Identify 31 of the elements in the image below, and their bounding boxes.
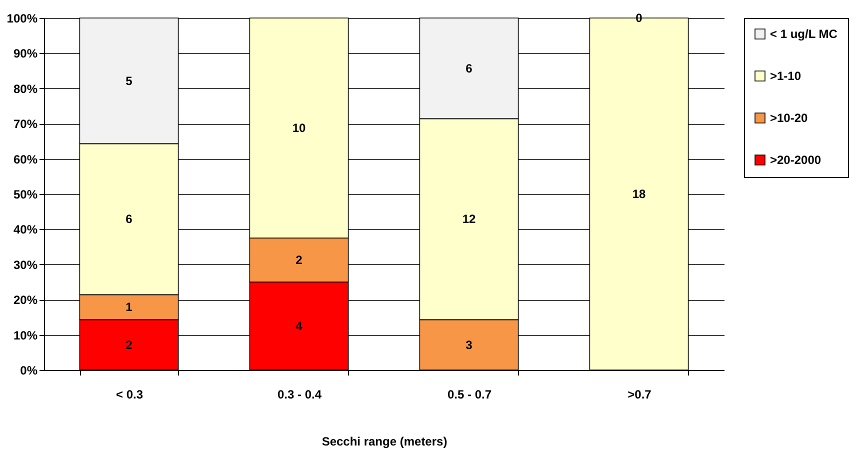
y-tick-label: 30% (13, 258, 38, 272)
y-tick-label: 50% (13, 188, 38, 202)
y-tick-label: 60% (13, 152, 38, 166)
annotation: 4 (296, 319, 303, 333)
legend-label: >20-2000 (770, 153, 822, 167)
x-tick-label: >0.7 (628, 388, 652, 402)
annotation: 10 (292, 121, 306, 135)
y-tick-label: 40% (13, 222, 38, 237)
annotation: 3 (466, 338, 473, 352)
annotation: 12 (462, 212, 476, 226)
legend-label: >1-10 (770, 69, 802, 83)
x-tick-label: 0.5 - 0.7 (447, 388, 492, 402)
annotation: 6 (126, 212, 133, 226)
y-tick-label: 90% (13, 46, 38, 61)
x-tick-label: 0.3 - 0.4 (277, 388, 322, 402)
annotation: 1 (126, 300, 133, 314)
x-tick-label: < 0.3 (116, 388, 144, 402)
legend-label: < 1 ug/L MC (770, 27, 838, 41)
annotation: 6 (466, 61, 473, 76)
y-tick-label: 0% (20, 364, 38, 378)
annotation: 2 (126, 338, 133, 352)
annotation: 5 (126, 74, 133, 88)
y-tick-label: 100% (6, 12, 38, 26)
annotation: 18 (632, 187, 646, 201)
y-tick-label: 70% (13, 117, 38, 132)
annotation: 2 (296, 253, 303, 267)
x-axis-title: Secchi range (meters) (322, 434, 448, 448)
y-tick-label: 10% (13, 328, 38, 342)
legend-label: >10-20 (770, 111, 808, 125)
y-tick-label: 80% (13, 82, 38, 96)
y-tick-label: 20% (13, 293, 38, 308)
